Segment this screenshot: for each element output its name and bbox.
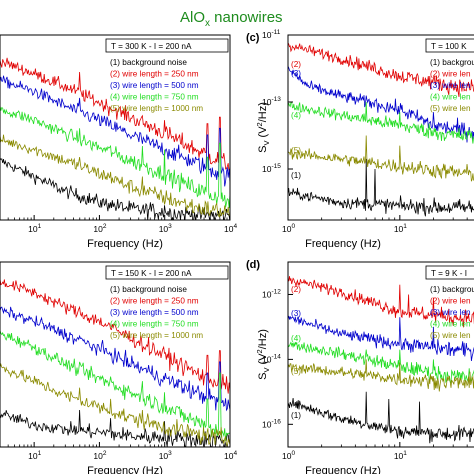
- legend-entry: (1) backgrou: [430, 58, 474, 67]
- condition-box: [105, 265, 229, 280]
- legend-entry: (2) wire length = 250 nm: [110, 70, 199, 79]
- series-line-2: [0, 279, 230, 394]
- series-line-2: [288, 43, 474, 97]
- legend-entry: (2) wire len: [430, 297, 471, 306]
- plot-frame: [0, 261, 231, 448]
- series-line-1: [288, 158, 474, 217]
- legend-entry: (3) wire length = 500 nm: [110, 81, 199, 90]
- x-axis-label: Frequency (Hz): [87, 465, 163, 474]
- series-line-3: [0, 306, 230, 412]
- series-line-3: [288, 315, 474, 362]
- condition-box: [425, 265, 474, 280]
- x-tick-label: 101: [394, 223, 407, 234]
- condition-label: T = 300 K - I = 200 nA: [111, 42, 192, 51]
- y-tick-label: 10-14: [262, 353, 281, 364]
- curve-label: (4): [291, 334, 301, 343]
- series-line-3: [288, 66, 474, 143]
- x-tick-label: 100: [282, 223, 295, 234]
- series-group: [0, 279, 230, 447]
- series-line-1: [288, 391, 474, 444]
- panel-label: (d): [246, 259, 260, 271]
- legend-entry: (4) wire len: [430, 93, 471, 102]
- plot-frame: [0, 34, 231, 221]
- panel-c: 100 101 10-11 10-13 10-15 Frequency (Hz) SV (V…: [246, 29, 474, 250]
- x-tick-label: 101: [28, 450, 41, 461]
- series-group: [0, 57, 230, 220]
- legend-entry: (3) wire len: [430, 308, 471, 317]
- panel-a: 101 102 103 104 Frequency (Hz) T = 300 K - I …: [0, 34, 237, 250]
- y-tick-label: 10-13: [262, 96, 281, 107]
- x-tick-label: 101: [394, 450, 407, 461]
- legend-entry: (4) wire length = 750 nm: [110, 93, 199, 102]
- series-line-4: [0, 330, 230, 442]
- legend-entry: (4) wire length = 750 nm: [110, 320, 199, 329]
- x-tick-label: 104: [224, 223, 237, 234]
- series-line-4: [288, 101, 474, 144]
- condition-label: T = 9 K - I: [431, 269, 467, 278]
- series-line-1: [0, 157, 230, 220]
- x-tick-label: 100: [282, 450, 295, 461]
- condition-label: T = 150 K - I = 200 nA: [111, 269, 192, 278]
- series-line-1: [0, 409, 230, 447]
- series-line-5: [0, 134, 230, 218]
- legend-entry: (5) wire len: [430, 331, 471, 340]
- series-line-3: [0, 75, 230, 187]
- legend-entry: (1) background noise: [110, 58, 187, 67]
- series-group: [288, 43, 474, 217]
- panel-d: 100 101 10-12 10-14 10-16 Frequency (Hz) SV (V…: [246, 259, 474, 474]
- legend-entry: (3) wire length = 500 nm: [110, 308, 199, 317]
- series-line-2: [288, 276, 474, 328]
- legend-entry: (4) wire len: [430, 320, 471, 329]
- x-axis-label: Frequency (Hz): [305, 238, 381, 250]
- legend-entry: (2) wire len: [430, 70, 471, 79]
- series-line-4: [0, 105, 230, 208]
- curve-label: (1): [291, 411, 301, 420]
- legend-entry: (5) wire length = 1000 nm: [110, 104, 203, 113]
- series-group: [288, 276, 474, 444]
- panel-b: 101 102 103 104 Frequency (Hz) T = 150 K - I …: [0, 261, 237, 474]
- plot-frame: [287, 261, 474, 448]
- series-line-5: [0, 362, 230, 447]
- legend-entry: (1) background noise: [110, 285, 187, 294]
- series-line-4: [288, 341, 474, 384]
- y-tick-label: 10-16: [262, 418, 281, 429]
- curve-label: (2): [291, 60, 301, 69]
- x-tick-label: 103: [159, 223, 172, 234]
- condition-box: [105, 38, 229, 53]
- x-tick-label: 102: [93, 223, 106, 234]
- x-axis-label: Frequency (Hz): [305, 465, 381, 474]
- y-tick-label: 10-11: [262, 29, 281, 40]
- curve-label: (5): [291, 367, 301, 376]
- x-tick-label: 103: [159, 450, 172, 461]
- legend-entry: (3) wire len: [430, 81, 471, 90]
- condition-label: T = 100 K: [431, 42, 467, 51]
- curve-label: (1): [291, 171, 301, 180]
- plot-frame: [287, 34, 474, 221]
- legend-entry: (2) wire length = 250 nm: [110, 297, 199, 306]
- y-tick-label: 10-15: [262, 163, 281, 174]
- x-tick-label: 104: [224, 450, 237, 461]
- curve-label: (4): [291, 111, 301, 120]
- curve-label: (3): [291, 309, 301, 318]
- panel-label: (c): [246, 32, 260, 44]
- x-tick-label: 102: [93, 450, 106, 461]
- x-axis-label: Frequency (Hz): [87, 238, 163, 250]
- curve-label: (2): [291, 285, 301, 294]
- curve-label: (5): [291, 146, 301, 155]
- x-tick-label: 101: [28, 223, 41, 234]
- condition-box: [425, 38, 474, 53]
- y-axis-label: SV (V2/Hz): [255, 102, 271, 153]
- y-axis-label: SV (V2/Hz): [255, 329, 271, 380]
- legend-entry: (5) wire len: [430, 104, 471, 113]
- series-line-5: [288, 359, 474, 392]
- y-tick-label: 10-12: [262, 288, 281, 299]
- legend-entry: (1) backgrou: [430, 285, 474, 294]
- legend-entry: (5) wire length = 1000 nm: [110, 331, 203, 340]
- series-line-2: [0, 57, 230, 174]
- series-line-5: [288, 135, 474, 182]
- curve-label: (3): [291, 69, 301, 78]
- figure-title: AlOx nanowires: [180, 9, 283, 29]
